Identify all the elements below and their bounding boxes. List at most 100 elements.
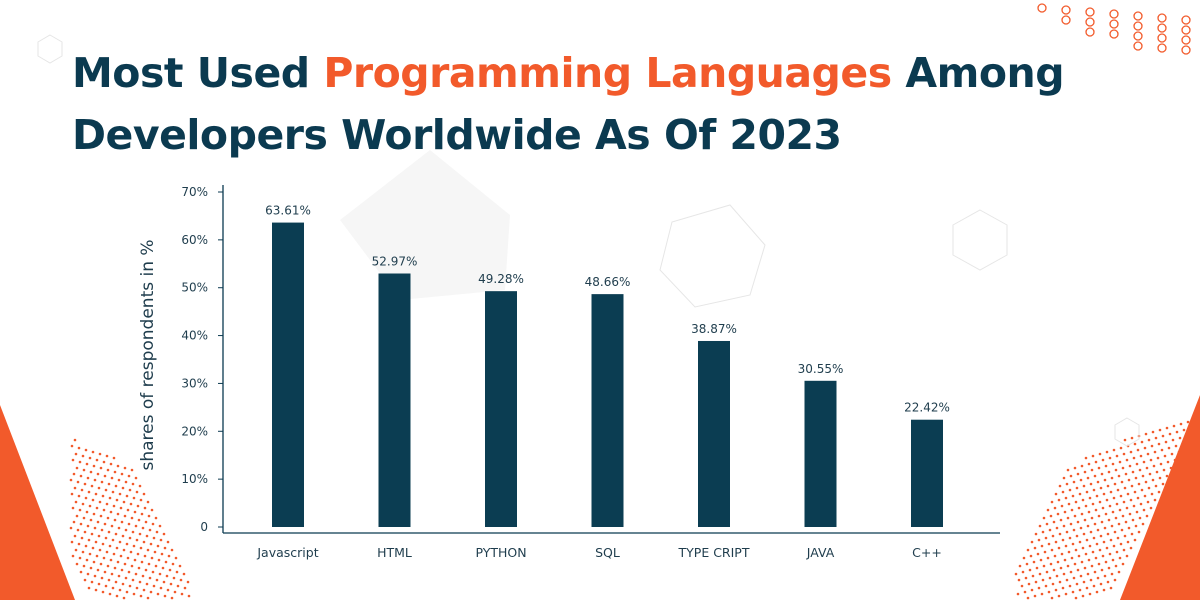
dot [132, 592, 136, 596]
dot [95, 554, 99, 558]
dot [1050, 500, 1054, 504]
dot [86, 524, 90, 528]
data-label: 63.61% [265, 204, 311, 218]
dot [1093, 474, 1097, 478]
dot [1018, 564, 1022, 568]
dot [112, 552, 116, 556]
dot [97, 582, 101, 586]
data-label: 22.42% [904, 401, 950, 415]
dot [152, 536, 156, 540]
dot [1090, 516, 1094, 520]
dot [133, 510, 137, 514]
dot [148, 576, 152, 580]
dot [131, 530, 135, 534]
dot [116, 464, 120, 468]
dot [110, 572, 114, 576]
dot [1112, 544, 1116, 548]
dot [1043, 550, 1047, 554]
dot [1067, 550, 1071, 554]
dot [1080, 560, 1084, 564]
dot [1122, 452, 1126, 456]
dot [156, 592, 160, 596]
dot [1049, 562, 1053, 566]
dot [1094, 556, 1098, 560]
dot [1181, 442, 1185, 446]
dot [1051, 534, 1055, 538]
dot [1147, 438, 1151, 442]
dot [1132, 456, 1136, 460]
dot [1033, 594, 1037, 598]
dot [1118, 556, 1122, 560]
bar-html [378, 273, 411, 527]
dot [1141, 474, 1145, 478]
dot [1146, 452, 1150, 456]
dot [1068, 584, 1072, 588]
dot [99, 514, 103, 518]
dot [126, 556, 130, 560]
dot [1048, 576, 1052, 580]
dot [1121, 562, 1125, 566]
dot [1046, 508, 1050, 512]
dot [1167, 446, 1171, 450]
dot [1050, 548, 1054, 552]
dot [1123, 534, 1127, 538]
dot [83, 482, 87, 486]
dot [1137, 530, 1141, 534]
dot [1054, 492, 1058, 496]
dot [133, 558, 137, 562]
dot [1096, 480, 1100, 484]
dot [145, 534, 149, 538]
dot [1085, 490, 1089, 494]
dot [1025, 562, 1029, 566]
dot [106, 516, 110, 520]
dot [132, 544, 136, 548]
dot [104, 584, 108, 588]
dot [1106, 484, 1110, 488]
dot [1052, 568, 1056, 572]
dot [151, 570, 155, 574]
dot [1051, 582, 1055, 586]
title-part2: Among [891, 49, 1065, 97]
dot [1179, 422, 1183, 426]
dot [1193, 418, 1197, 422]
dot [1111, 558, 1115, 562]
dot [78, 508, 82, 512]
dot [143, 506, 147, 510]
title-line2: Developers Worldwide As Of 2023 [72, 111, 842, 159]
dot [75, 514, 79, 518]
dot [1056, 512, 1060, 516]
bar-sql [591, 294, 624, 527]
dot [1073, 466, 1077, 470]
dot [1044, 584, 1048, 588]
dot [1088, 496, 1092, 500]
dot [1070, 508, 1074, 512]
dot [1093, 522, 1097, 526]
dot [176, 584, 180, 588]
dot [81, 550, 85, 554]
dot [81, 502, 85, 506]
dot [1075, 582, 1079, 586]
dot [1158, 476, 1162, 480]
dot [95, 506, 99, 510]
dot [130, 564, 134, 568]
dot [162, 580, 166, 584]
dot [1079, 526, 1083, 530]
dot [1038, 524, 1042, 528]
dot [1072, 480, 1076, 484]
dot [130, 516, 134, 520]
dot [83, 530, 87, 534]
dot [98, 452, 102, 456]
dot [1095, 590, 1099, 594]
dot [1123, 486, 1127, 490]
decor-circle [1133, 11, 1143, 21]
dot [1177, 450, 1181, 454]
dot [169, 582, 173, 586]
dot [1119, 494, 1123, 498]
dot [90, 580, 94, 584]
dot [1079, 574, 1083, 578]
dot [91, 546, 95, 550]
dot [1149, 458, 1153, 462]
dot [1069, 474, 1073, 478]
dot [1142, 508, 1146, 512]
dot [1089, 578, 1093, 582]
